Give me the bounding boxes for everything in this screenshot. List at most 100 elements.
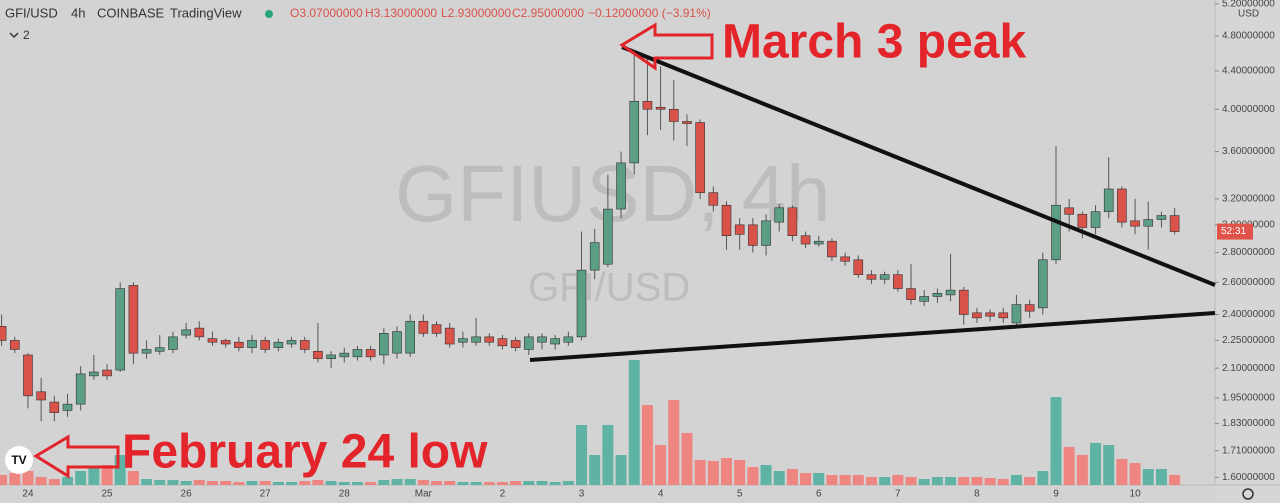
volume-bar (1076, 455, 1088, 485)
volume-bar (259, 481, 271, 485)
y-tick-label: 1.83000000 (1222, 418, 1275, 429)
candle-body (220, 340, 231, 345)
candle-body (23, 354, 33, 397)
candle-body (418, 320, 429, 334)
ohlc-low: L2.93000000 (441, 6, 511, 20)
volume-bar (431, 481, 443, 485)
x-tick-label: 6 (816, 489, 822, 500)
volume-bar (760, 465, 772, 485)
candle-body (906, 288, 916, 300)
x-tick-label: 9 (1053, 489, 1059, 500)
candle-body (893, 274, 903, 289)
y-tick-label: 2.40000000 (1222, 309, 1275, 320)
watermark: GFIUSD, 4h (395, 149, 831, 238)
candle-body (365, 349, 376, 358)
volume-bar (1116, 459, 1128, 485)
indicator-count[interactable]: 2 (23, 28, 30, 42)
indicator-toggle[interactable] (9, 32, 19, 39)
volume-bar (800, 473, 812, 485)
candle-body (102, 369, 112, 377)
volume-bar (681, 433, 693, 485)
candle-body (247, 340, 257, 348)
candle-body (840, 256, 850, 262)
trend-line (529, 311, 1216, 362)
x-tick-label: 26 (181, 489, 193, 500)
volume-bar (668, 400, 680, 485)
volume-bar (1024, 477, 1036, 485)
volume-bar (404, 479, 416, 485)
status-dot (265, 10, 273, 18)
volume-bar (721, 458, 732, 485)
annotation: February 24 low (122, 426, 488, 479)
trend-line (621, 45, 1216, 287)
volume-bar (589, 455, 601, 485)
volume-bar (312, 480, 324, 485)
candle-body (919, 296, 930, 302)
candle-body (721, 204, 732, 236)
candle-body (655, 106, 666, 110)
candle-body (1038, 259, 1048, 309)
volume-bar (773, 471, 785, 485)
volume-bar (852, 475, 864, 485)
candle-body (787, 207, 798, 236)
volume-bar (865, 477, 877, 485)
candle-body (181, 329, 191, 336)
volume-bar (338, 482, 350, 485)
countdown: 52:31 (1221, 226, 1246, 237)
volume-bar (417, 480, 429, 485)
volume-bar (496, 482, 508, 485)
settings-icon[interactable] (1242, 488, 1254, 500)
candle-body (1077, 213, 1088, 228)
volume-bar (1063, 447, 1075, 485)
candle-body (1156, 215, 1167, 220)
volume-bar (391, 479, 403, 485)
volume-bar (1103, 445, 1115, 485)
y-tick-label: 1.95000000 (1222, 393, 1275, 404)
volume-bar (1155, 469, 1167, 485)
y-tick-label: 4.40000000 (1222, 66, 1275, 77)
candle-body (392, 331, 402, 354)
y-tick-label: 4.80000000 (1222, 31, 1275, 42)
y-tick-label: 5.20000000 (1222, 0, 1275, 9)
price-axis-panel (1215, 0, 1280, 503)
x-tick-label: 7 (895, 489, 901, 500)
volume-bar (839, 475, 851, 485)
candle-body (708, 192, 719, 206)
volume-bar (655, 445, 667, 485)
candle-body (444, 327, 455, 345)
currency[interactable]: USD (1238, 9, 1259, 20)
annotation: March 3 peak (722, 16, 1026, 69)
volume-bar (734, 460, 746, 485)
x-tick-label: 5 (737, 489, 743, 500)
volume-bar (786, 469, 798, 485)
volume-bar (220, 481, 232, 485)
ohlc-open: O3.07000000 (290, 6, 363, 20)
candle-body (1130, 220, 1140, 227)
candle-body (168, 336, 178, 350)
volume-bar (365, 482, 377, 485)
candle-body (352, 349, 363, 358)
candle-body (550, 338, 560, 345)
candle-body (827, 240, 837, 258)
y-tick-label: 1.60000000 (1222, 472, 1275, 483)
candle-body (1051, 204, 1061, 261)
volume-bar (299, 481, 311, 485)
volume-bar (457, 482, 469, 485)
ohlc-close: C2.95000000 (512, 6, 584, 20)
volume-bar (286, 482, 298, 485)
volume-bar (141, 479, 153, 485)
candle-body (589, 242, 600, 271)
candle-body (115, 288, 126, 371)
candle-body (642, 100, 653, 110)
candle-body (497, 338, 508, 347)
candle-body (668, 108, 679, 122)
logo[interactable] (5, 446, 33, 474)
candle-body (484, 336, 495, 343)
ohlc-high: H3.13000000 (365, 6, 437, 20)
candle-body (273, 341, 284, 348)
x-tick-label: 24 (22, 489, 34, 500)
volume-bar (628, 360, 640, 485)
y-tick-label: 4.00000000 (1222, 104, 1275, 115)
source: TradingView (170, 5, 242, 20)
